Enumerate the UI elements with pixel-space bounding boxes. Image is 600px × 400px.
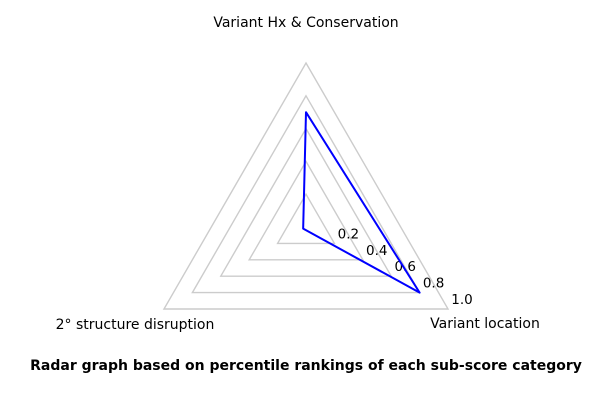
axis-label-variant-location: Variant location [430, 316, 540, 332]
axis-label-variant-hx-conservation: Variant Hx & Conservation [213, 15, 399, 31]
radial-tick-label: 0.8 [423, 276, 444, 292]
grid-ring [247, 159, 365, 261]
grid-ring [162, 61, 450, 310]
figure-caption: Radar graph based on percentile rankings… [30, 358, 582, 374]
data-polygon [302, 111, 421, 294]
radial-tick-label: 0.6 [394, 259, 415, 275]
grid-ring [191, 94, 421, 294]
grid-ring [219, 127, 393, 277]
radial-tick-label: 1.0 [451, 292, 472, 308]
radial-tick-label: 0.4 [366, 243, 387, 259]
axis-label-structure-disruption: 2° structure disruption [55, 317, 215, 333]
grid-ring [276, 192, 336, 245]
radial-tick-label: 0.2 [338, 226, 359, 242]
